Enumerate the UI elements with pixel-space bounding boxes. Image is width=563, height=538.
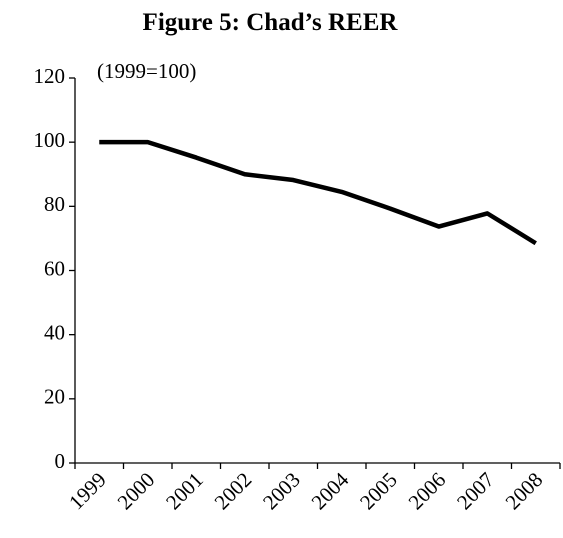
y-tick-label: 100 [34, 128, 66, 152]
y-tick-label: 40 [44, 320, 65, 344]
y-tick-label: 60 [44, 256, 65, 280]
x-tick-label: 2000 [113, 468, 160, 515]
x-tick-label: 2003 [258, 468, 305, 515]
y-tick-label: 120 [34, 64, 66, 88]
line-series [99, 139, 537, 246]
x-tick-label: 2004 [307, 467, 354, 514]
x-tick-label: 2006 [404, 468, 451, 515]
y-tick-label: 80 [44, 192, 65, 216]
x-tick-label: 1999 [64, 468, 111, 515]
x-tick-label: 2001 [161, 468, 208, 515]
y-tick-label: 0 [55, 449, 66, 473]
chart-title: Figure 5: Chad’s REER [143, 9, 399, 36]
y-tick-label: 20 [44, 385, 65, 409]
x-tick-label: 2008 [501, 468, 548, 515]
x-tick-label: 2007 [452, 468, 499, 515]
x-tick-label: 2002 [210, 468, 257, 515]
chart-subtitle: (1999=100) [97, 59, 196, 83]
x-tick-label: 2005 [355, 468, 402, 515]
